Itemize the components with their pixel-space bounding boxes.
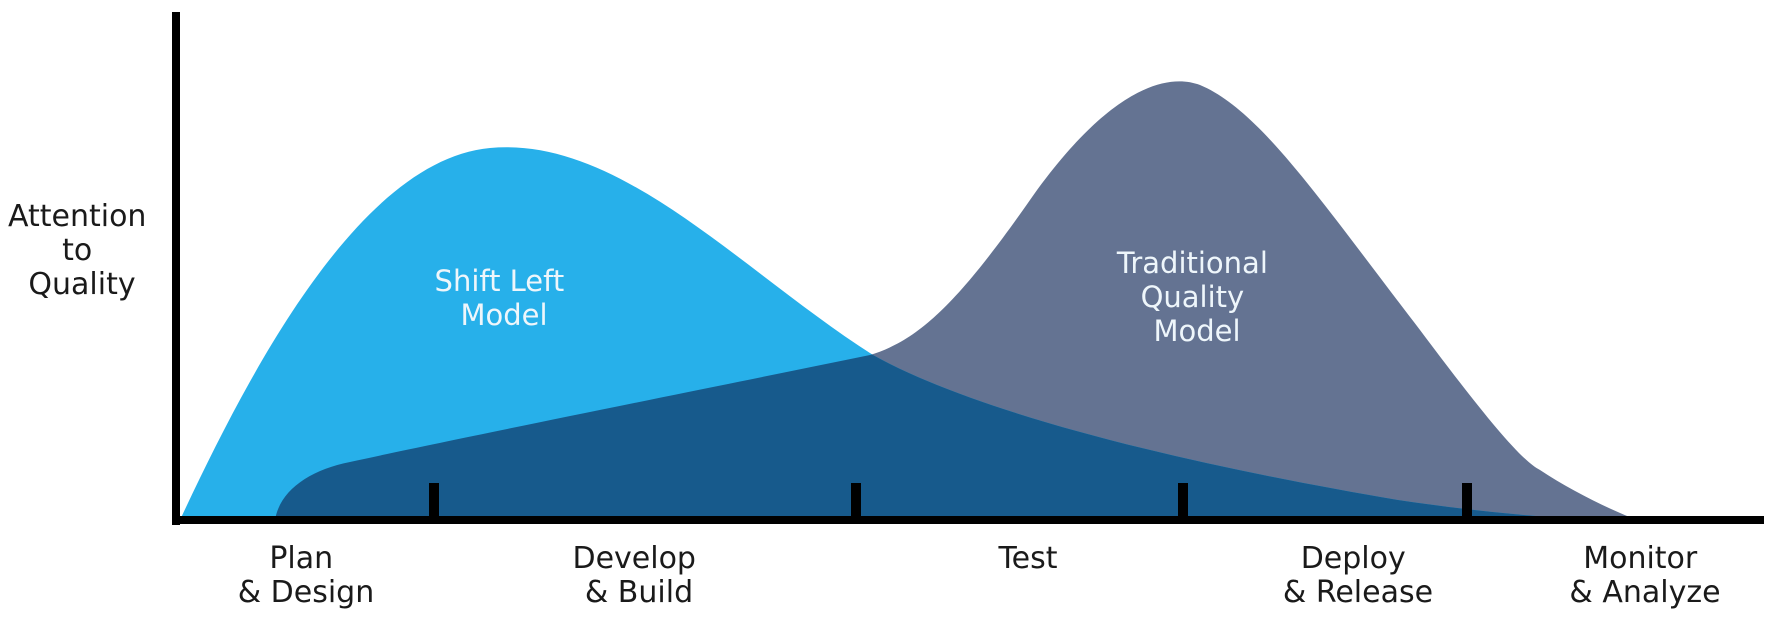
phase-label-develop-build: Develop & Build [572,541,705,610]
shift-left-label: Shift Left Model [435,264,574,332]
shift-left-label-line: Model [460,298,547,332]
phase-label-line: & Build [585,575,693,610]
phase-label-line: & Design [238,575,375,610]
x-axis-tick [1178,483,1188,521]
x-axis-line [172,516,1764,524]
phase-label-line: & Release [1283,575,1433,610]
phase-label-line: Monitor [1583,541,1698,576]
x-axis-tick [851,483,861,521]
phase-label-line: & Analyze [1569,575,1720,610]
y-axis-label-line: to [62,233,92,268]
traditional-label: Traditional Quality Model [1116,246,1277,348]
x-axis-tick [429,483,439,521]
phase-label-deploy-release: Deploy & Release [1283,541,1433,610]
phase-label-line: Plan [269,541,333,576]
phase-label-test: Test [997,541,1057,576]
y-axis-label-line: Quality [28,267,135,302]
traditional-label-line: Model [1153,314,1240,348]
phase-label-monitor-analyze: Monitor & Analyze [1569,541,1720,610]
phase-label-line: Develop [572,541,696,576]
x-axis-tick [1462,483,1472,521]
phase-label-plan-design: Plan & Design [238,541,375,610]
traditional-label-line: Traditional [1116,246,1268,280]
shift-left-label-line: Shift Left [435,264,565,298]
phase-label-line: Test [997,541,1057,576]
y-axis-line [172,12,180,525]
y-axis-label-line: Attention [8,199,146,234]
y-axis-label: Attention to Quality [8,199,156,302]
phase-label-line: Deploy [1301,541,1406,576]
traditional-label-line: Quality [1141,280,1245,314]
